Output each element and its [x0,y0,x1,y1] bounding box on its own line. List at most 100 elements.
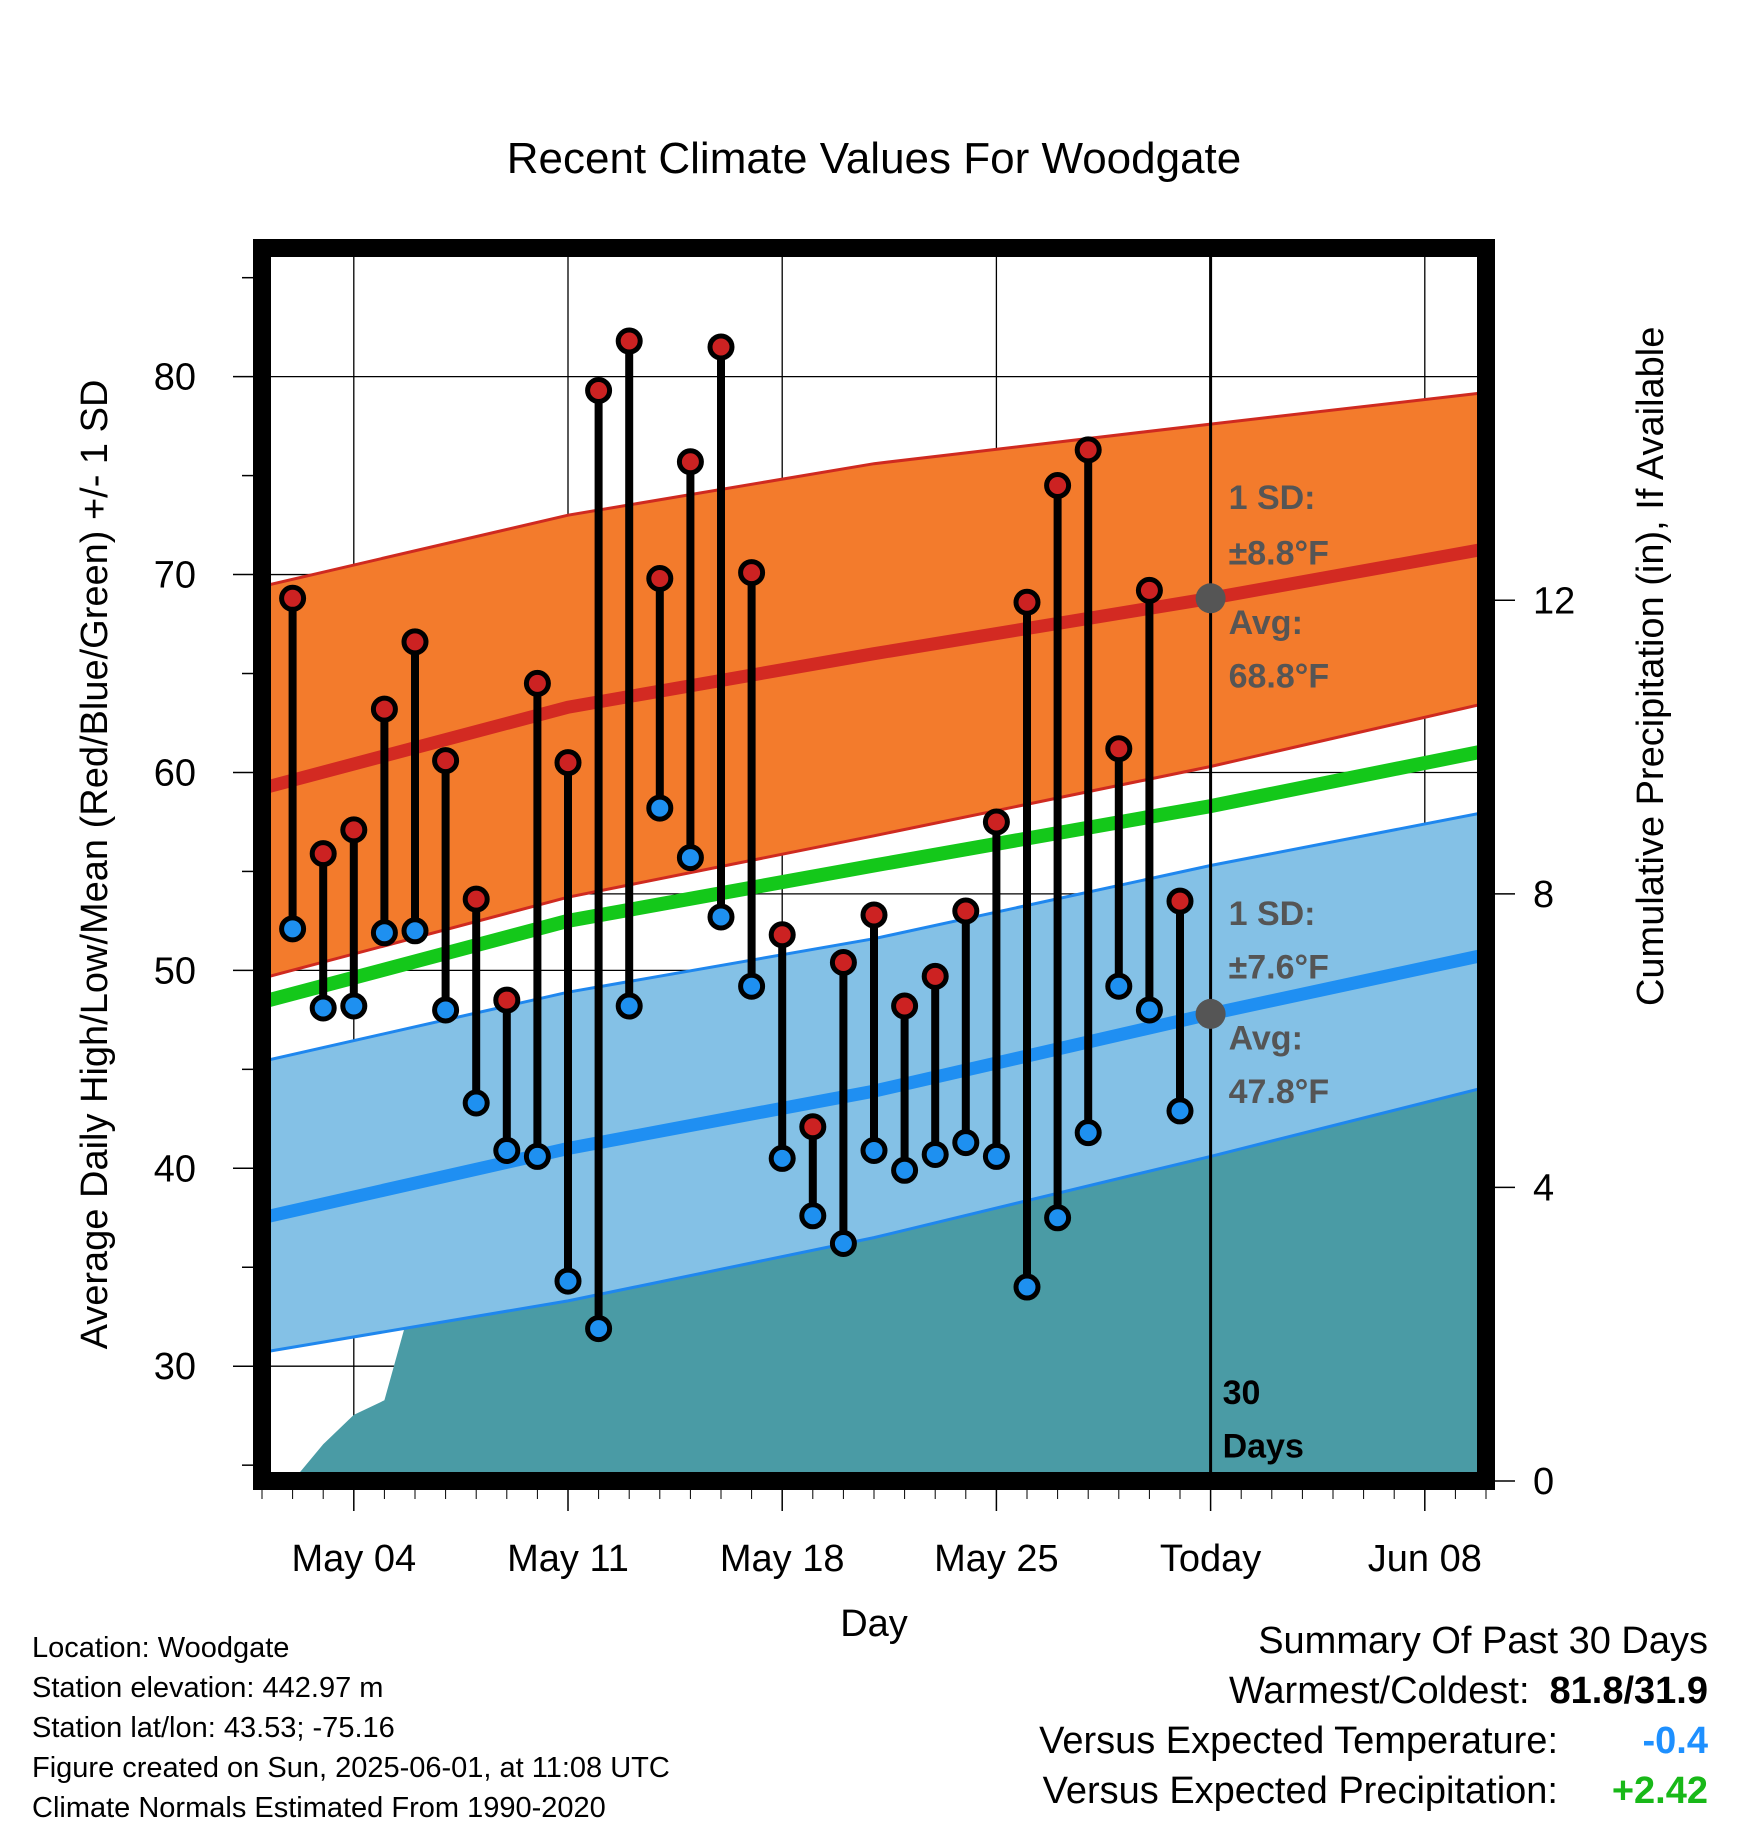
low-point [585,1315,613,1343]
y-axis-label: Average Daily High/Low/Mean (Red/Blue/Gr… [74,380,116,1350]
high-sd-label: 1 SD: [1229,479,1316,517]
high-point [340,816,368,844]
x-tick-label: May 11 [507,1538,629,1580]
high-point [768,921,796,949]
x-tick-label: May 18 [720,1538,845,1580]
low-point [615,992,643,1020]
summary-temp-row: Versus Expected Temperature: -0.4 [1039,1716,1708,1766]
high-point [707,333,735,361]
x-tick-label: Jun 08 [1368,1538,1482,1580]
y-tick-label: 30 [154,1346,196,1388]
y2-tick-label: 8 [1533,874,1554,916]
high-point [829,948,857,976]
low-avg-label: Avg: [1229,1020,1303,1058]
low-point [523,1142,551,1170]
y-tick-label: 40 [154,1148,196,1190]
today-low-avg-marker [1195,998,1226,1029]
low-point [921,1140,949,1168]
high-point [585,376,613,404]
y-tick-label: 80 [154,357,196,399]
low-point [738,972,766,1000]
temp-departure-label: Versus Expected Temperature: [1039,1720,1558,1762]
high-point [1044,471,1072,499]
low-point [676,844,704,872]
location-text: Location: Woodgate [32,1632,290,1664]
today-days-number: 30 [1223,1374,1261,1412]
low-point [768,1144,796,1172]
high-point [615,327,643,355]
y2-tick-label: 0 [1533,1461,1554,1503]
y-tick-label: 50 [154,950,196,992]
y2-tick-label: 12 [1533,580,1575,622]
low-point [1166,1097,1194,1125]
y-tick-label: 60 [154,752,196,794]
low-point [1013,1273,1041,1301]
elevation-text: Station elevation: 442.97 m [32,1672,384,1704]
low-point [860,1136,888,1164]
high-point [279,584,307,612]
high-point [921,962,949,990]
high-point [401,628,429,656]
low-point [279,915,307,943]
summary-precip-row: Versus Expected Precipitation: +2.42 [1039,1766,1708,1816]
low-point [707,903,735,931]
high-point [493,986,521,1014]
warm-cold-label: Warmest/Coldest: [1228,1670,1530,1712]
high-point [738,559,766,587]
high-point [523,669,551,697]
low-point [1135,996,1163,1024]
low-point [1105,972,1133,1000]
x-tick-label: Today [1160,1538,1261,1580]
precip-departure-label: Versus Expected Precipitation: [1042,1770,1558,1812]
normal-low-lower-line [262,1085,1486,1354]
high-point [1013,588,1041,616]
low-point [340,992,368,1020]
low-point [646,794,674,822]
low-point [891,1156,919,1184]
normals-text: Climate Normals Estimated From 1990-2020 [32,1792,606,1824]
summary-title: Summary Of Past 30 Days [1258,1620,1708,1662]
plot-frame [253,239,1495,1490]
high-point [554,749,582,777]
y2-axis-label: Cumulative Precipitation (in), If Availa… [1630,327,1672,1006]
station-info: Location: Woodgate Station elevation: 44… [32,1628,670,1828]
low-point [554,1267,582,1295]
high-avg-label: Avg: [1229,604,1303,642]
low-sd-label: 1 SD: [1229,895,1316,933]
low-point [829,1230,857,1258]
high-point [309,840,337,868]
latlon-text: Station lat/lon: 43.53; -75.16 [32,1712,395,1744]
high-point [646,565,674,593]
temp-departure-value: -0.4 [1642,1720,1708,1762]
today-high-avg-marker [1195,583,1226,614]
low-point [309,994,337,1022]
created-text: Figure created on Sun, 2025-06-01, at 11… [32,1752,670,1784]
precip-departure-value: +2.42 [1611,1770,1708,1812]
high-point [952,897,980,925]
summary-panel: Summary Of Past 30 Days Warmest/Coldest:… [1039,1616,1708,1816]
high-avg-value: 68.8°F [1229,657,1330,695]
low-point [401,917,429,945]
warm-cold-value: 81.8/31.9 [1549,1670,1708,1712]
low-point [952,1129,980,1157]
x-tick-label: May 25 [934,1538,1059,1580]
y2-tick-label: 4 [1533,1167,1554,1209]
high-point [1105,735,1133,763]
x-axis-label: Day [840,1603,908,1645]
y-tick-label: 70 [154,555,196,597]
low-point [370,919,398,947]
normal-high-avg-line [262,542,1486,795]
high-sd-value: ±8.8°F [1229,535,1329,573]
high-point [1074,436,1102,464]
high-point [370,695,398,723]
high-point [1135,576,1163,604]
high-point [432,747,460,775]
high-point [676,448,704,476]
low-point [1044,1204,1072,1232]
chart-title: Recent Climate Values For Woodgate [507,134,1242,183]
high-point [891,992,919,1020]
high-point [1166,887,1194,915]
low-point [462,1089,490,1117]
plot-area [262,327,1486,1481]
low-point [1074,1119,1102,1147]
